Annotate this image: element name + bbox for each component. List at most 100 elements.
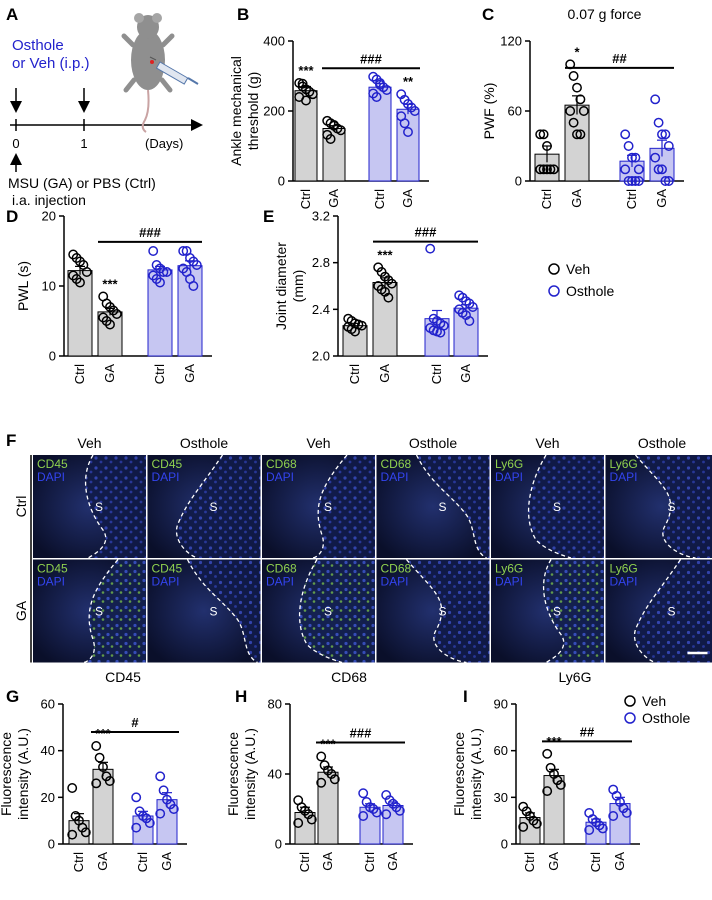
chart-c-title: 0.07 g force xyxy=(568,6,642,22)
chart-c-cat-3: GA xyxy=(654,189,669,208)
chart-h-comparison-label: ### xyxy=(350,726,372,741)
panel-label-b: B xyxy=(237,5,249,24)
legend-top: Veh Osthole xyxy=(548,261,614,299)
legend-veh-label: Veh xyxy=(566,261,590,277)
chart-c-point-3-8 xyxy=(660,176,671,186)
chart-b-cat-3: GA xyxy=(400,189,415,208)
chart-b-bar-2 xyxy=(368,86,392,182)
panel-label-i: I xyxy=(463,687,468,706)
chart-c-point-3-9 xyxy=(663,176,674,186)
micrograph-synovium-r0-c2: S xyxy=(324,500,332,514)
chart-g-ylabel-line-1: intensity (A.U.) xyxy=(15,728,31,820)
micrograph-tissue-r1-c2 xyxy=(299,559,375,663)
micrograph-boundary-r0-c4 xyxy=(528,454,572,559)
chart-d-ytick-label-0: 0 xyxy=(49,349,56,364)
chart-h-ylabel: Fluorescenceintensity (A.U.) xyxy=(225,728,258,820)
micrograph-marker-r0-c4: Ly6G xyxy=(495,457,523,471)
chart-d-point-0-7 xyxy=(75,277,85,288)
chart-g-point-1-0 xyxy=(91,741,102,751)
chart-h-bar-3 xyxy=(382,805,404,845)
chart-e-point-0-4 xyxy=(356,320,367,331)
chart-b-point-1-7 xyxy=(329,120,339,130)
chart-c-ylabel: PWF (%) xyxy=(481,83,497,140)
chart-d-annotation-1: *** xyxy=(102,277,118,292)
chart-e-point-1-8 xyxy=(383,292,394,303)
chart-i-ylabel: Fluorescenceintensity (A.U.) xyxy=(451,728,484,820)
micrograph-synovium-r1-c0: S xyxy=(95,605,103,619)
chart-h-cat-2: Ctrl xyxy=(362,852,377,872)
chart-e-point-2-0 xyxy=(425,243,436,254)
chart-b-annotation-3: ** xyxy=(403,74,414,89)
chart-i-comparison-label: ## xyxy=(580,724,595,739)
chart-g-cat-3: GA xyxy=(159,852,174,871)
chart-b-ylabel-line-0: Ankle mechanical xyxy=(228,56,244,166)
micrograph-marker-r0-c5: Ly6G xyxy=(610,457,638,471)
chart-b-point-2-7 xyxy=(375,79,385,90)
chart-i-cat-3: GA xyxy=(612,852,627,871)
micrograph-marker-r0-c3: CD68 xyxy=(381,457,412,471)
chart-c-point-2-7 xyxy=(627,176,637,186)
chart-g-point-2-4 xyxy=(144,818,155,828)
chart-c-point-0-0 xyxy=(535,129,546,140)
micrograph-marker-r1-c3: CD68 xyxy=(381,562,412,576)
micrograph-synovium-r1-c1: S xyxy=(210,605,218,619)
chart-c-point-1-3 xyxy=(575,94,586,105)
chart-h-point-3-5 xyxy=(381,809,392,820)
chart-d-bar-2 xyxy=(147,269,173,357)
chart-g-ylabel-line-0: Fluorescence xyxy=(0,732,14,816)
micrograph-dapi-r1-c1: DAPI xyxy=(152,575,180,589)
chart-e-ytick-label-1: 2.4 xyxy=(312,302,330,317)
treatment-label: Osthole or Veh (i.p.) xyxy=(12,37,90,72)
chart-i-ytick-label-1: 30 xyxy=(494,790,508,805)
chart-e-cat-3: GA xyxy=(458,364,473,383)
panel-label-c: C xyxy=(482,5,494,24)
chart-d-point-1-7 xyxy=(105,319,115,330)
chart-b-cat-1: GA xyxy=(326,189,341,208)
days-label: (Days) xyxy=(145,136,183,151)
micrograph-marker-r1-c2: CD68 xyxy=(266,562,297,576)
chart-h-point-2-5 xyxy=(358,811,369,821)
chart-h-cat-1: GA xyxy=(320,852,335,871)
micrograph-marker-r1-c5: Ly6G xyxy=(610,562,638,576)
chart-c-point-1-4 xyxy=(578,106,589,116)
micrograph-tissue-r0-c1 xyxy=(176,455,261,558)
legend-bottom-veh-label: Veh xyxy=(642,693,666,709)
chart-h-ylabel-line-1: intensity (A.U.) xyxy=(242,728,258,820)
micrograph-tissue-r0-c5 xyxy=(635,455,712,558)
chart-h-point-0-5 xyxy=(293,818,304,828)
micrograph-tissue-r1-c5 xyxy=(634,559,712,663)
chart-c-point-3-5 xyxy=(650,152,661,163)
chart-g-point-3-5 xyxy=(155,808,166,819)
chart-c-point-3-3 xyxy=(660,129,671,140)
chart-b-cat-0: Ctrl xyxy=(298,189,313,209)
chart-b-cat-2: Ctrl xyxy=(372,189,387,209)
chart-c-point-3-0 xyxy=(650,94,661,105)
chart-e-ytick-label-2: 2.8 xyxy=(312,255,330,270)
chart-i-ylabel-line-1: intensity (A.U.) xyxy=(468,728,484,820)
chart-i-title: Ly6G xyxy=(559,669,592,685)
chart-d-point-2-7 xyxy=(155,277,165,288)
chart-c-point-2-8 xyxy=(630,176,641,186)
chart-c-point-3-7 xyxy=(657,164,667,175)
chart-d-point-2-0 xyxy=(148,246,159,256)
micrograph-synovium-r0-c5: S xyxy=(668,500,676,514)
chart-c-point-3-6 xyxy=(653,164,664,175)
chart-c-point-1-5 xyxy=(565,106,576,116)
chart-d-bar-3 xyxy=(177,265,203,357)
chart-c-point-0-2 xyxy=(542,141,552,151)
micrograph-boundary-r0-c1 xyxy=(175,454,224,559)
micrograph-dapi-r1-c3: DAPI xyxy=(381,575,409,589)
chart-e-annotation-1: *** xyxy=(377,247,393,262)
chart-i-point-1-0 xyxy=(542,748,553,759)
micrograph-boundary-r0-c0 xyxy=(85,454,107,559)
chart-b-ytick-label-2: 400 xyxy=(263,34,285,49)
syringe-icon xyxy=(149,56,199,85)
micro-col-header-0: Veh xyxy=(77,435,101,451)
chart-c-point-1-1 xyxy=(568,71,579,81)
chart-b-ytick-label-1: 200 xyxy=(263,104,285,119)
chart-g-ytick-label-2: 40 xyxy=(41,743,55,758)
